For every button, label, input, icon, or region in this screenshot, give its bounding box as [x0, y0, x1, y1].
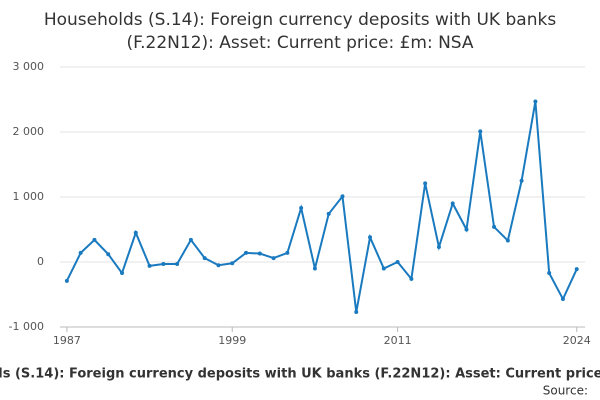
- y-tick-label: 1 000: [13, 190, 45, 203]
- x-axis-label: Households (S.14): Foreign currency depo…: [0, 367, 600, 382]
- x-tick-label: 1987: [53, 334, 81, 347]
- point: [92, 237, 97, 242]
- point: [574, 267, 579, 272]
- source: Source:: [543, 384, 588, 398]
- point: [78, 250, 83, 255]
- point: [381, 266, 386, 271]
- point: [285, 250, 290, 255]
- point: [120, 271, 125, 276]
- x-tick-label: 1999: [218, 334, 246, 347]
- point: [299, 206, 304, 211]
- point: [519, 178, 524, 183]
- point: [312, 266, 317, 271]
- point: [547, 271, 552, 276]
- point: [492, 224, 497, 229]
- point: [533, 99, 538, 104]
- line: [65, 101, 578, 313]
- point: [271, 256, 276, 261]
- y-tick-label: -1 000: [9, 320, 44, 333]
- point: [409, 276, 414, 281]
- point: [478, 129, 483, 134]
- point: [175, 261, 180, 266]
- point: [340, 194, 345, 199]
- point: [147, 263, 152, 268]
- point: [436, 245, 441, 250]
- point: [464, 227, 469, 232]
- point: [106, 252, 111, 257]
- point: [326, 211, 331, 216]
- point: [133, 230, 138, 235]
- point: [161, 261, 166, 266]
- point: [395, 260, 400, 264]
- point: [64, 278, 69, 283]
- point: [244, 250, 249, 255]
- point: [505, 238, 510, 243]
- point: [354, 310, 359, 315]
- point: [257, 251, 262, 256]
- point: [423, 181, 428, 186]
- point: [202, 256, 207, 261]
- x-tick-label: 2024: [563, 334, 591, 347]
- x-tick-label: 2011: [384, 334, 412, 347]
- point: [368, 235, 373, 240]
- point: [188, 237, 193, 242]
- y-tick-label: 2 000: [13, 125, 45, 138]
- point: [230, 261, 235, 266]
- point: [450, 201, 455, 206]
- point: [560, 297, 565, 302]
- chart-title: Households (S.14): Foreign currency depo…: [44, 10, 557, 53]
- y-tick-label: 3 000: [13, 60, 45, 73]
- y-tick-label: 0: [37, 255, 44, 268]
- point: [216, 263, 221, 268]
